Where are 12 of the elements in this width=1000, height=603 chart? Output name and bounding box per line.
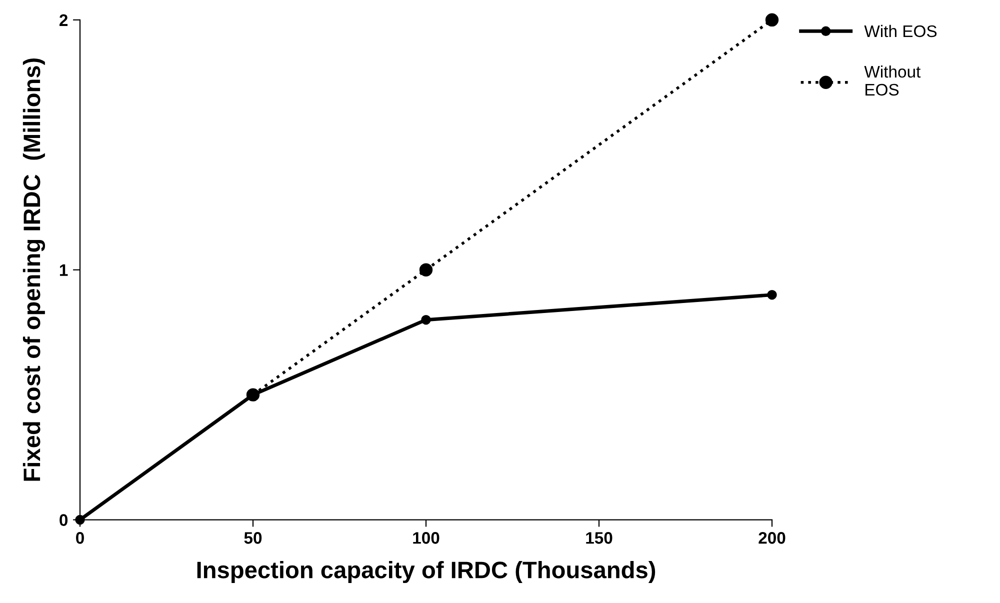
y-tick-label: 0 bbox=[60, 514, 68, 526]
y-tick-label: 1 bbox=[60, 264, 68, 276]
x-tick-label: 100 bbox=[413, 532, 440, 544]
y-tick-label: 2 bbox=[60, 14, 68, 26]
x-tick-label: 150 bbox=[586, 532, 612, 544]
legend-label: Without EOS bbox=[864, 65, 921, 96]
x-axis-title: Inspection capacity of IRDC (Thousands) bbox=[197, 561, 656, 584]
y-axis-title: Fixed cost of opening IRDC (Millions) bbox=[22, 58, 46, 481]
x-tick-label: 50 bbox=[244, 532, 262, 544]
x-tick-label: 0 bbox=[76, 532, 84, 544]
legend-label: With EOS bbox=[864, 24, 937, 38]
x-tick-label: 200 bbox=[758, 532, 786, 544]
